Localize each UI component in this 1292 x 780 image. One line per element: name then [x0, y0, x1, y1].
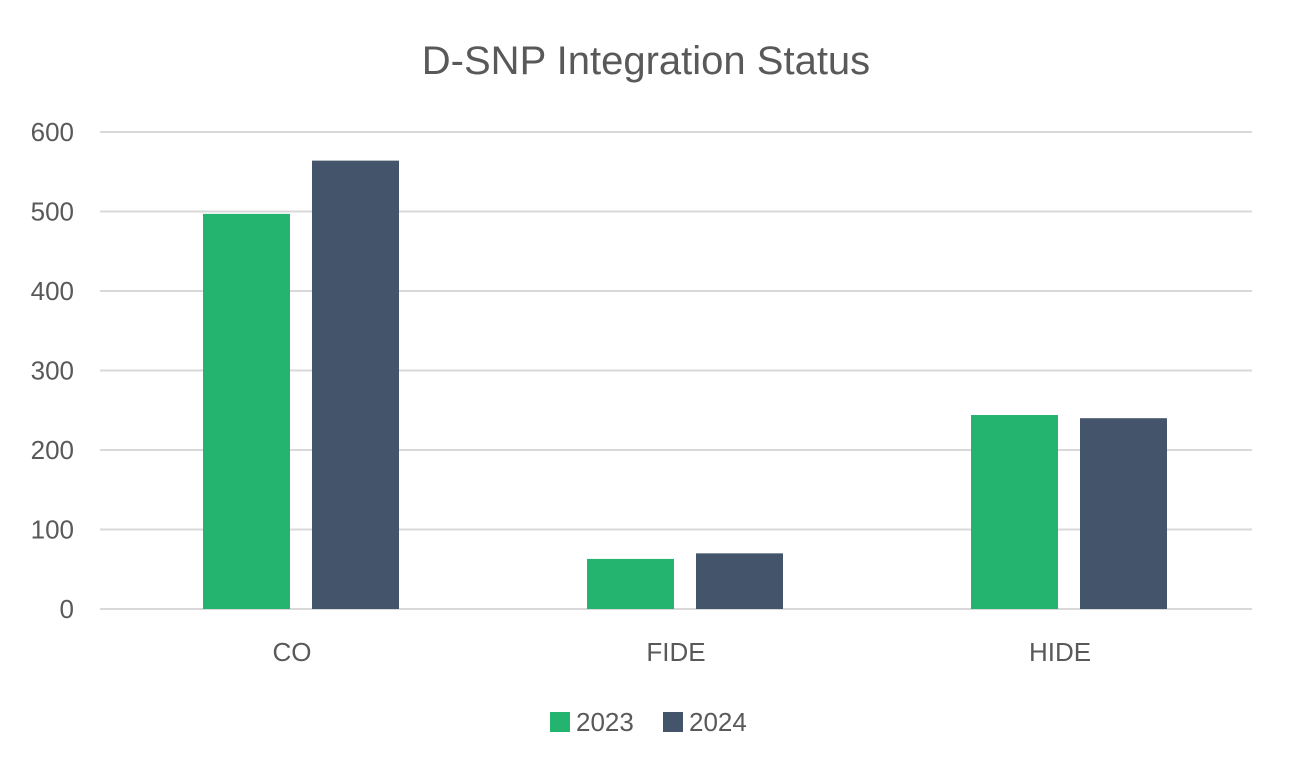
y-tick-label: 100	[31, 515, 74, 545]
bar-2024-HIDE	[1080, 418, 1167, 609]
legend-label-2023: 2023	[576, 707, 634, 737]
x-axis-categories: CO FIDE HIDE	[273, 637, 1092, 667]
y-axis-ticks: 0 100 200 300 400 500 600	[31, 117, 74, 624]
bar-2024-CO	[312, 160, 399, 609]
legend: 2023 2024	[550, 707, 747, 737]
x-category-label: HIDE	[1029, 637, 1091, 667]
bars	[203, 160, 1167, 609]
legend-swatch-2024	[663, 712, 683, 732]
bar-2023-HIDE	[971, 415, 1058, 609]
y-tick-label: 600	[31, 117, 74, 147]
x-category-label: CO	[273, 637, 312, 667]
y-tick-label: 500	[31, 197, 74, 227]
gridlines	[100, 131, 1252, 610]
y-tick-label: 0	[60, 594, 74, 624]
chart-title: D-SNP Integration Status	[422, 39, 870, 83]
bar-2024-FIDE	[696, 553, 783, 609]
legend-label-2024: 2024	[689, 707, 747, 737]
bar-2023-FIDE	[587, 558, 674, 609]
legend-swatch-2023	[550, 712, 570, 732]
y-tick-label: 300	[31, 356, 74, 386]
x-category-label: FIDE	[646, 637, 705, 667]
y-tick-label: 400	[31, 276, 74, 306]
bar-2023-CO	[203, 213, 290, 609]
y-tick-label: 200	[31, 435, 74, 465]
